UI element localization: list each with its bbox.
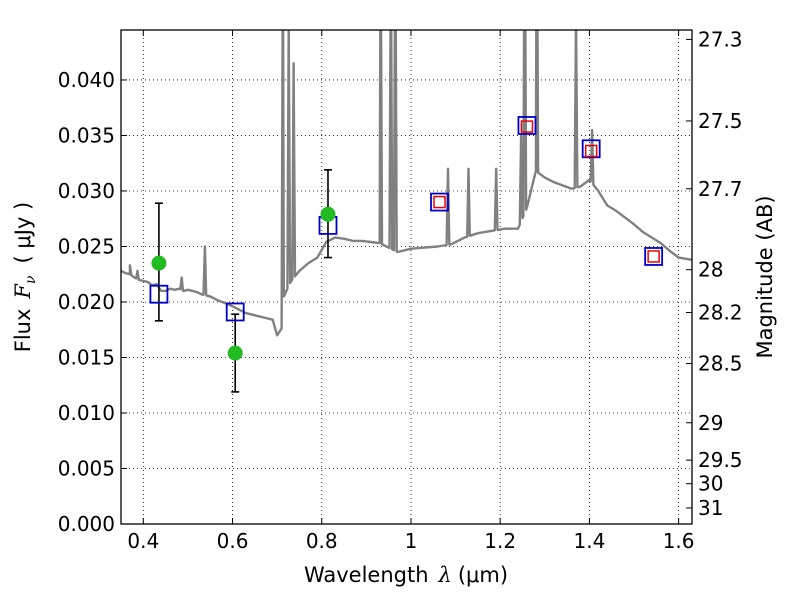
y-tick-label: 0.035 [58, 123, 115, 147]
x-tick-label: 0.8 [306, 529, 338, 553]
model-point-blue-square [644, 247, 664, 266]
x-tick-label: 1.2 [484, 529, 516, 553]
y-tick-label: 0.010 [58, 401, 115, 425]
model-point-blue-square [430, 192, 449, 212]
y-tick-label: 0.005 [58, 456, 115, 480]
magnitude-tick-label: 28.2 [698, 300, 743, 324]
observed-point [227, 345, 243, 361]
axis-ticks [121, 30, 692, 525]
photometry-markers [149, 116, 664, 361]
model-point-red-square [433, 195, 446, 209]
magnitude-tick-label: 28.5 [698, 352, 743, 376]
y-tick-label: 0.030 [58, 179, 115, 203]
x-axis-title: Wavelength λ (μm) [304, 563, 508, 587]
y-tick-label: 0.025 [58, 234, 115, 258]
y-tick-label: 0.040 [58, 68, 115, 92]
y-tick-label: 0.020 [58, 290, 115, 314]
model-point-red-square [584, 144, 598, 158]
x-tick-label: 1.6 [663, 529, 695, 553]
magnitude-tick-label: 27.7 [698, 177, 743, 201]
x-tick-label: 1.4 [573, 529, 605, 553]
plot-frame [120, 29, 693, 525]
observed-point [320, 206, 336, 222]
model-point-red-square [520, 120, 534, 133]
magnitude-tick-label: 31 [698, 496, 723, 520]
tick-labels: 0.4 0.6 0.8 1 1.2 1.4 1.6 0.000 0.005 0.010 0.015 0… [58, 27, 743, 553]
model-point-blue-square [517, 116, 537, 135]
x-tick-label: 0.6 [217, 529, 249, 553]
magnitude-tick-label: 28 [698, 258, 723, 282]
model-point-blue-square [225, 302, 245, 322]
model-point-blue-square [581, 139, 601, 159]
model-point-blue-square [149, 284, 169, 304]
magnitude-tick-label: 29 [698, 411, 723, 435]
y-tick-label: 0.015 [58, 345, 115, 369]
sed-spectrum [121, 30, 692, 337]
sed-line [121, 30, 692, 337]
y-axis-title: FluxFν( μJy ) [11, 202, 39, 352]
observed-point [151, 255, 167, 271]
x-tick-label: 1 [405, 529, 418, 553]
magnitude-tick-label: 30 [698, 472, 723, 496]
x-tick-label: 0.4 [127, 529, 159, 553]
magnitude-axis-title: Magnitude (AB) [753, 195, 777, 358]
magnitude-tick-label: 27.3 [698, 27, 743, 51]
magnitude-tick-label: 27.5 [698, 109, 743, 133]
magnitude-tick-label: 29.5 [698, 448, 743, 472]
model-point-red-square [647, 250, 660, 263]
y-tick-label: 0.000 [58, 512, 115, 536]
